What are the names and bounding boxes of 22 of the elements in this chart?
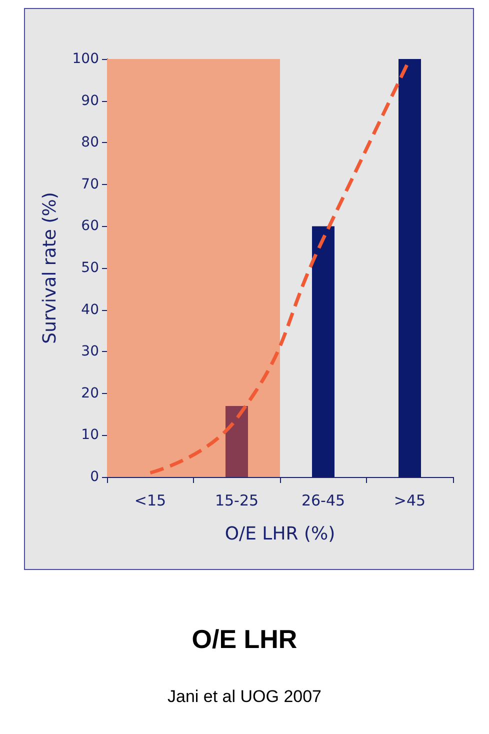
x-tick-label: <15 [134,492,166,510]
y-tick-label: 70 [81,176,99,192]
y-tick-label: 10 [81,427,99,444]
y-tick-label: 0 [90,469,99,485]
text: O/E LHR [190,624,298,655]
x-tick-label: 15-25 [214,492,259,510]
text: Jani et al UOG 2007 [166,687,323,707]
bar [312,226,334,477]
y-tick-label: 60 [81,218,99,234]
y-tick-label: 40 [81,302,99,318]
x-tick-label: >45 [394,492,426,510]
y-tick-label: 30 [81,344,99,360]
y-tick-label: 20 [81,385,99,402]
y-tick-label: 100 [72,51,99,67]
bar [226,406,248,477]
y-axis-title: Survival rate (%) [40,192,60,344]
bar [398,59,421,477]
x-axis-title: O/E LHR (%) [224,524,336,544]
y-tick-label: 90 [81,92,99,109]
x-tick-label: 26-45 [301,492,346,510]
y-tick-label: 50 [81,260,99,276]
y-tick-label: 80 [81,134,99,151]
